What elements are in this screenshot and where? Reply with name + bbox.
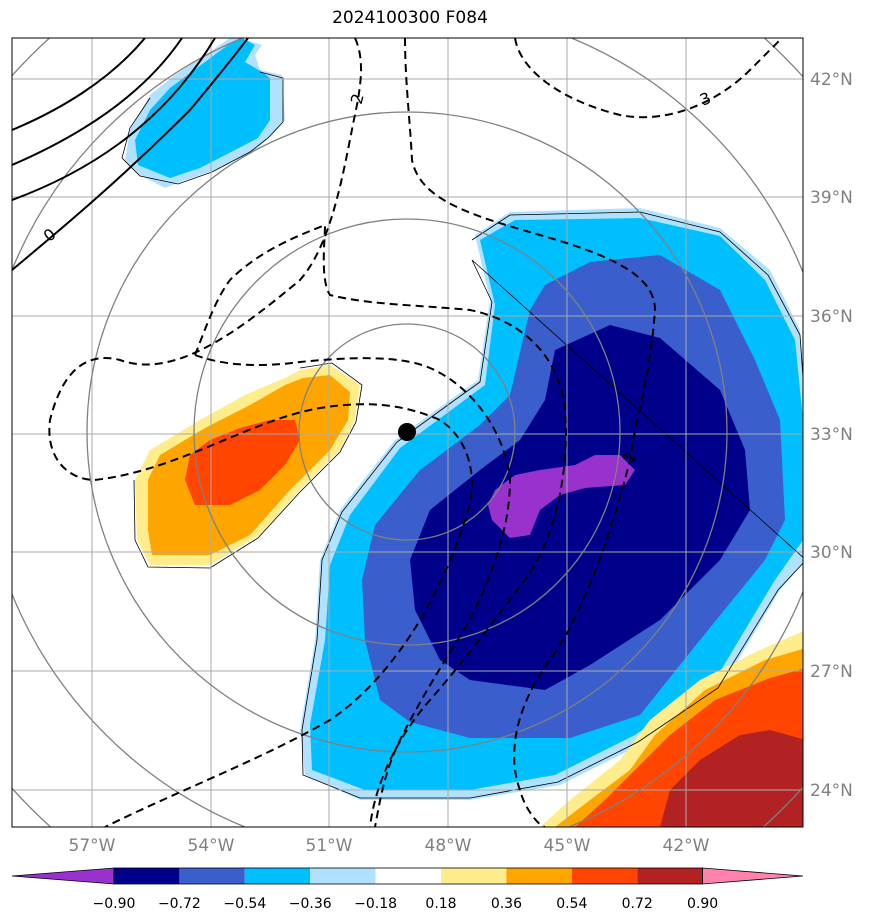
latitude-labels: 42°N 39°N 36°N 33°N 30°N 27°N 24°N	[810, 70, 853, 801]
lat-label: 39°N	[810, 188, 853, 208]
dashed-contours	[48, 38, 783, 827]
shading-deep-sky-blue-nw	[135, 38, 270, 178]
contour-label-3: 3	[697, 88, 714, 110]
colorbar-tick-label: −0.54	[223, 896, 266, 912]
map-title: 2024100300 F084	[332, 8, 488, 28]
lat-label: 33°N	[810, 425, 853, 445]
shading-firebrick-se	[660, 730, 803, 827]
colorbar-tick-label: 0.36	[491, 896, 522, 912]
storm-center-dot	[398, 423, 416, 441]
shading-purple	[488, 455, 635, 538]
lon-label: 48°W	[425, 836, 472, 856]
colorbar-segment	[375, 868, 441, 884]
shading-dark-blue	[410, 325, 750, 690]
colorbar-segment	[441, 868, 507, 884]
contour-label-2-east: 2	[620, 450, 641, 465]
colorbar-segment	[244, 868, 311, 884]
colorbar-segment	[637, 868, 703, 884]
colorbar-tick-label: 0.18	[425, 896, 456, 912]
colorbar-segment	[114, 868, 180, 884]
lon-label: 57°W	[69, 836, 116, 856]
contour-label-2-north: 2	[347, 91, 368, 106]
zero-contour-outline	[301, 211, 803, 799]
lon-label: 54°W	[188, 836, 235, 856]
lat-label: 42°N	[810, 70, 853, 90]
solid-contours	[12, 38, 249, 271]
lon-label: 45°W	[544, 836, 591, 856]
colorbar-tick-label: −0.36	[289, 896, 332, 912]
contour-label-0: 0	[40, 224, 60, 245]
lon-label: 42°W	[663, 836, 710, 856]
colorbar-extend-high	[702, 867, 804, 885]
colorbar-segment	[310, 868, 376, 884]
colorbar-segment	[506, 868, 572, 884]
shading-orange-red-w	[185, 420, 300, 505]
colorbar-segment	[571, 868, 638, 884]
colorbar-extend-low	[11, 867, 115, 885]
lat-label: 27°N	[810, 662, 853, 682]
colorbar-tick-label: 0.72	[622, 896, 653, 912]
colorbar-tick-label: −0.18	[354, 896, 397, 912]
lon-label: 51°W	[306, 836, 353, 856]
colorbar-tick-label: −0.72	[158, 896, 201, 912]
map-frame	[11, 37, 804, 828]
colorbar-tick-label: −0.90	[93, 896, 136, 912]
w-contour-outline	[133, 362, 363, 569]
longitude-labels: 57°W 54°W 51°W 48°W 45°W 42°W	[69, 836, 710, 856]
colorbar-segment	[179, 868, 245, 884]
lat-label: 30°N	[810, 543, 853, 563]
colorbar-frame	[113, 867, 703, 885]
colorbar: −0.90 −0.72 −0.54 −0.36 −0.18 0.18 0.36 …	[11, 867, 804, 912]
lat-label: 24°N	[810, 781, 853, 801]
colorbar-tick-label: 0.90	[687, 896, 718, 912]
lat-label: 36°N	[810, 307, 853, 327]
lat-lon-grid	[12, 38, 803, 827]
nw-contour-outline	[121, 71, 284, 185]
colorbar-tick-label: 0.54	[556, 896, 587, 912]
